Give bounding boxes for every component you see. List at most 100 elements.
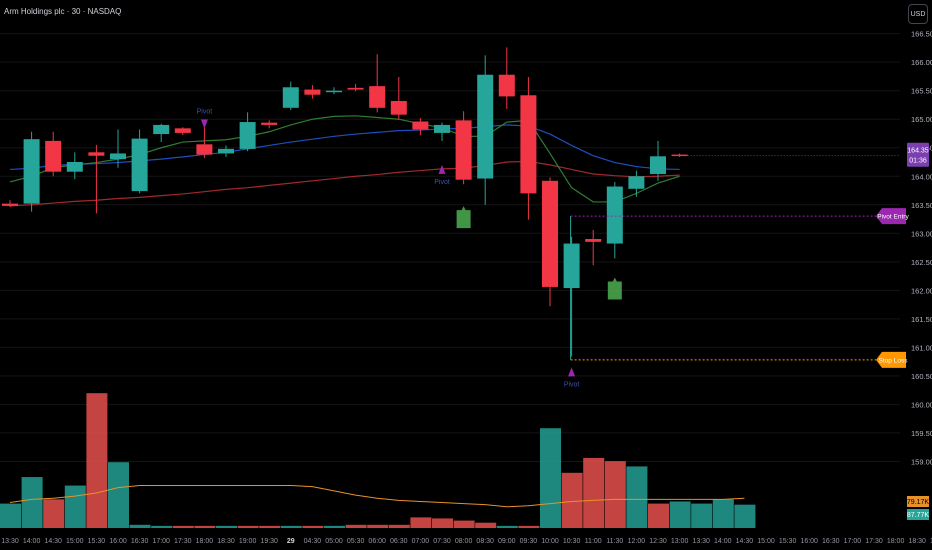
price-axis[interactable]: 159.00 159.50 160.00 160.50 161.00 161.50 162.… [687, 30, 932, 520]
candle [239, 112, 256, 152]
time-tick-label: 12:30 [649, 538, 667, 545]
price-tick-label: 166.50 [911, 30, 932, 39]
candle-body [23, 139, 40, 204]
last-price-tag [907, 142, 929, 167]
price-tick-label: 163.00 [911, 229, 932, 238]
volume-ma-label: 79.17K [907, 499, 930, 506]
pivot-up-icon [438, 164, 446, 174]
volume-bar [64, 485, 86, 528]
candle-body [66, 162, 83, 172]
candle-body [434, 124, 450, 133]
price-tick-label: 162.00 [911, 286, 932, 295]
time-tick-label: 13:00 [671, 538, 689, 545]
candle [261, 120, 278, 129]
price-grid [0, 33, 900, 462]
candle-body [520, 95, 537, 194]
chart-title: Arm Holdings plc · 30 · NASDAQ [4, 7, 122, 16]
candle [347, 83, 364, 92]
pivot-label: Pivot [564, 381, 580, 388]
candle [671, 153, 688, 157]
volume-bar [86, 393, 108, 528]
candle-body [110, 153, 126, 160]
price-tick-label: 160.00 [911, 400, 932, 409]
candle [628, 170, 645, 197]
volume-bar [583, 457, 605, 528]
candle [477, 55, 494, 205]
candle-body [304, 89, 321, 95]
time-tick-label: 14:00 [23, 538, 41, 545]
entry-marker-icon [456, 206, 471, 229]
volume-bar [453, 520, 475, 528]
time-tick-label: 19:00 [930, 538, 932, 545]
volume-bar [43, 499, 65, 528]
last-price-value: 164.35 [907, 148, 929, 155]
moving-averages [9, 115, 680, 207]
price-tick-label: 161.50 [911, 315, 932, 324]
time-tick-label: 06:00 [368, 538, 386, 545]
volume-bar [475, 522, 497, 528]
time-tick-label: 11:30 [606, 538, 623, 545]
time-tick-label: 18:30 [908, 538, 926, 545]
candle-body [455, 120, 472, 180]
candle-body [153, 124, 170, 135]
candle-body [585, 239, 602, 242]
volume-bar [691, 503, 713, 528]
volume-bar [324, 525, 345, 528]
candle [498, 47, 515, 109]
candle [455, 111, 472, 185]
candle [110, 129, 126, 168]
volume-bar [734, 504, 756, 528]
volume-bar [151, 525, 173, 528]
pivot-label: Pivot [434, 179, 450, 186]
pivot-label: Pivot [197, 109, 213, 116]
candle [66, 152, 83, 180]
currency-button[interactable]: USD [908, 4, 928, 24]
candle [45, 131, 62, 177]
candle [23, 131, 40, 212]
price-tick-label: 166.00 [911, 58, 932, 67]
candle [153, 123, 170, 143]
volume-bar [626, 466, 648, 528]
price-tick-label: 165.50 [911, 87, 932, 96]
time-tick-label: 17:30 [174, 538, 192, 545]
price-tick-label: 163.50 [911, 201, 932, 210]
volume-bar [604, 461, 626, 528]
candle-body [218, 148, 234, 154]
pivot-down-icon [200, 119, 208, 129]
time-tick-label: 09:30 [520, 538, 538, 545]
level-label: Pivot Entry [877, 214, 909, 221]
volume-pane [0, 393, 756, 528]
price-tick-label: 159.50 [911, 429, 932, 438]
bar-countdown: 01:36 [909, 158, 927, 165]
candle-body [2, 203, 18, 206]
time-tick-label: 04:30 [304, 538, 322, 545]
candle-body [390, 100, 407, 115]
time-tick-label: 15:30 [88, 538, 106, 545]
volume-bar [648, 503, 669, 528]
time-tick-label: 08:30 [476, 538, 494, 545]
volume-bar [518, 525, 540, 528]
time-tick-label: 13:30 [1, 538, 19, 545]
time-tick-label: 18:00 [887, 538, 905, 545]
candle [563, 236, 580, 357]
candle [650, 140, 666, 181]
candle-body [131, 138, 148, 192]
candle-body [326, 90, 342, 93]
time-tick-label: 19:30 [260, 538, 278, 545]
time-tick-label: 05:30 [347, 538, 365, 545]
pivot-up-icon [568, 367, 576, 377]
volume-bar [108, 462, 129, 528]
volume-bar [280, 525, 302, 528]
candle [304, 85, 321, 99]
time-axis[interactable]: 13:30 14:00 14:30 15:00 15:30 16:00 16:30 17:00… [1, 538, 932, 545]
time-tick-label: 10:30 [563, 538, 581, 545]
time-tick-label: 14:30 [736, 538, 754, 545]
candle-body [563, 243, 580, 289]
candle [434, 122, 450, 141]
time-tick-label: 18:30 [217, 538, 235, 545]
candle [88, 144, 105, 214]
level-label: Stop Loss [879, 357, 909, 364]
candle-body [282, 87, 299, 108]
price-tick-label: 161.00 [911, 343, 932, 352]
